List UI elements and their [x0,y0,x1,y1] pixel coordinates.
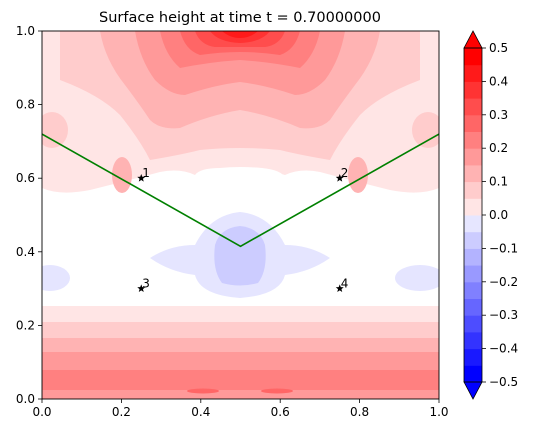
x-tick-label: 0.8 [350,405,369,419]
y-tick-label: 0.8 [16,98,35,112]
gauge-marker [335,284,344,292]
colorbar-segment [464,48,482,66]
contour-fills [42,31,439,399]
contour-band-neg-0.10 [214,226,266,286]
x-axis: 0.0 0.2 0.4 0.6 0.8 1.0 [32,399,449,419]
contour-spot [412,112,439,148]
contour-spot [112,157,132,193]
gauge-label: 4 [341,277,349,291]
gauge-marker [137,284,146,292]
colorbar-segment [464,298,482,316]
colorbar: −0.5 −0.4 −0.3 −0.2 −0.1 0.0 0.1 0.2 0.3 0.4 0.5 [463,30,518,400]
colorbar-segment [464,365,482,383]
contour-spot-neg [395,265,439,291]
contour-band-0.45 [222,31,258,38]
colorbar-extend-min [463,381,483,400]
gauge-label: 3 [142,277,150,291]
contour-band-0.00 [193,167,286,215]
y-tick-label: 0.0 [16,392,35,406]
colorbar-segment [464,331,482,350]
x-tick-label: 1.0 [429,405,448,419]
gauge-label: 2 [341,166,349,180]
colorbar-tick-label: 0.0 [489,208,508,222]
contour-band-0.25 [42,370,439,390]
colorbar-segment [464,315,482,333]
colorbar-tick-label: −0.3 [489,308,518,322]
colorbar-tick-label: 0.1 [489,175,508,189]
colorbar-segment [464,64,482,82]
gauge-label: 1 [142,166,150,180]
y-tick-label: 1.0 [16,24,35,38]
contour-spot [42,112,68,148]
colorbar-segment [464,181,482,199]
gauge-marker [335,174,344,182]
y-tick-label: 0.6 [16,171,35,185]
colorbar-tick-label: 0.3 [489,108,508,122]
x-tick-label: 0.6 [271,405,290,419]
contour-spot [261,388,293,394]
colorbar-segment [464,81,482,99]
colorbar-tick-label: −0.1 [489,241,518,255]
colorbar-segment [464,231,482,249]
x-tick-label: 0.2 [112,405,131,419]
y-tick-label: 0.2 [16,318,35,332]
topography-line [42,133,439,248]
colorbar-tick-label: −0.5 [489,375,518,389]
colorbar-segment [464,98,482,116]
y-tick-label: 0.4 [16,245,35,259]
colorbar-segment [464,215,482,233]
colorbar-segment [464,265,482,283]
colorbar-tick-label: 0.4 [489,74,508,88]
colorbar-segment [464,348,482,366]
plot-frame [41,30,440,400]
colorbar-extend-max [463,30,483,49]
colorbar-segment [464,114,482,132]
chart-title: Surface height at time t = 0.70000000 [99,10,381,26]
colorbar-segment [464,148,482,166]
x-tick-label: 0.4 [191,405,210,419]
colorbar-segment [464,248,482,266]
x-tick-label: 0.0 [32,405,51,419]
colorbar-segment [464,281,482,299]
colorbar-tick-label: −0.2 [489,275,518,289]
colorbar-tick-label: 0.5 [489,41,508,55]
gauge-markers: 1 2 3 4 [137,166,348,292]
colorbar-tick-label: 0.2 [489,141,508,155]
contour-spot [187,388,219,394]
colorbar-tick-label: −0.4 [489,342,518,356]
contour-spot [348,157,368,193]
gauge-marker [137,174,146,182]
colorbar-segment [464,131,482,149]
colorbar-segment [464,164,482,183]
y-axis: 0.0 0.2 0.4 0.6 0.8 1.0 [16,24,42,406]
colorbar-segment [464,198,482,216]
contour-spot-neg [42,265,70,291]
